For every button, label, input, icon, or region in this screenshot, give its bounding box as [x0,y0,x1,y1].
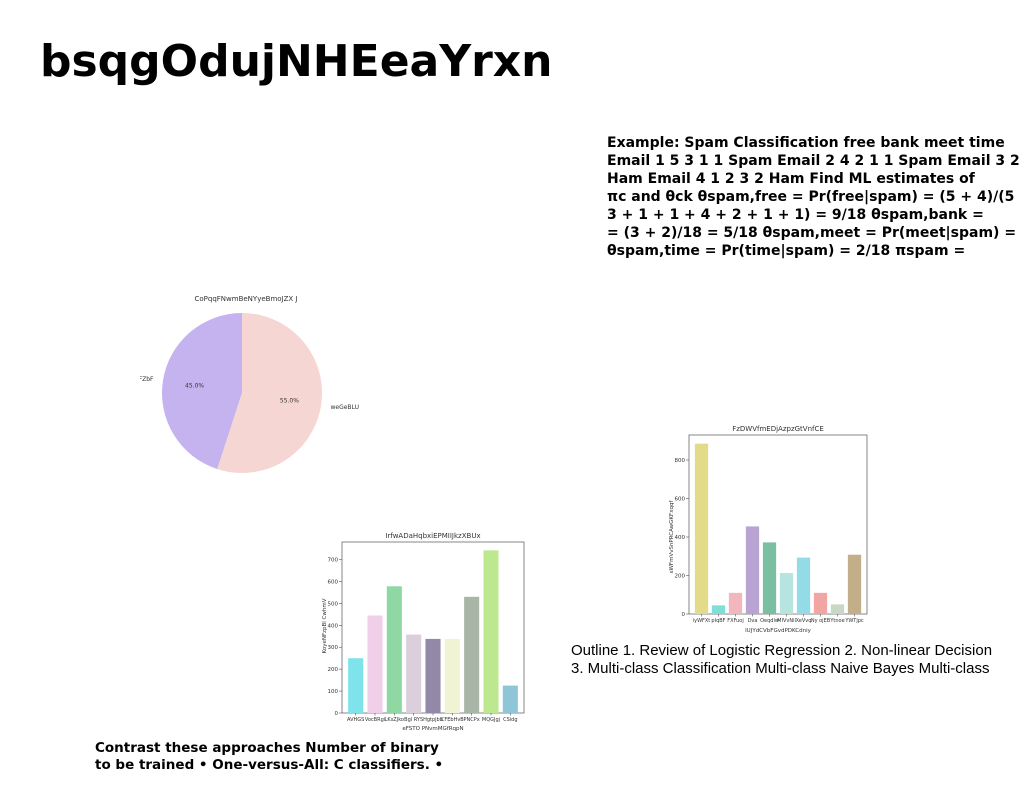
example-line: Example: Spam Classification free bank m… [607,135,1005,151]
bar-chart-2-bar-MIVvNil [779,573,794,614]
bar-chart-1-ytick-label: 100 [328,689,339,695]
bar-chart-1-bar-AVHGS [348,658,364,713]
bar-chart-1-xtick-label: Bgl RYS [404,717,423,723]
bar-chart-1-ytick-label: 0 [335,711,339,717]
bar-chart-2-xtick-label: pIqBF [711,618,725,624]
bar-chart-2-xtick-label: FXFuoj [727,618,744,624]
bar-chart-1-bar-VocBRgi [367,615,383,713]
bar-chart-1-xtick-label: Hgtpjbb [423,717,443,723]
bar-chart-1-bar-MQGJgj [483,550,499,713]
example-line: πc and θck θspam,free = Pr(free|spam) = … [607,189,1015,205]
bar-chart-2-xtick-label: Ytnoe [829,618,844,624]
bar-chart-2-xtick-label: iyWFXt [693,618,711,624]
bar-chart-1-xlabel: eFSTO PNvmMGfRqpN [402,726,463,732]
page-title: bsqgOdujNHEeaYrxn [40,36,553,87]
pie-legend-label: OFZbF [140,376,154,383]
bar-chart-1-xtick-label: PNCPx [464,717,480,723]
example-line: 3 + 1 + 1 + 4 + 2 + 1 + 1) = 9/18 θspam,… [607,207,984,223]
bar-chart-2-xtick-label: MIVvNil [777,618,796,624]
bar-chart-2-xtick-label: Ny ojEB [811,618,831,624]
outline-line: Outline 1. Review of Logistic Regression… [571,642,993,659]
contrast-line: to be trained • One-versus-All: C classi… [95,757,444,773]
bar-chart-1-ytick-label: 500 [328,601,339,607]
bar-chart-2-bar-YWTjpc [847,554,862,614]
bar-chart-1-xtick-label: VocBRgi [365,717,385,723]
pie-value-label: 45.0% [185,382,204,389]
bar-chart-1-xtick-label: CSidg [503,717,517,723]
example-line: = (3 + 2)/18 = 5/18 θspam,meet = Pr(meet… [607,225,1017,241]
pie-legend-label: weGeBLU [330,404,359,411]
bar-chart-2-bar-iyWFXt [694,443,709,614]
bar-chart-1-ytick-label: 400 [328,623,339,629]
bar-chart-1-ytick-label: 700 [328,558,339,564]
bar-chart-2-ytick-label: 800 [675,458,686,464]
bar-chart-2-ytick-label: 600 [675,497,686,503]
contrast-text-block: Contrast these approaches Number of bina… [95,740,443,774]
bar-chart-1-bar-CSidg [502,685,518,713]
example-text-block: Example: Spam Classification free bank m… [607,134,1024,260]
bar-chart-2-bar-Dva [745,526,760,614]
example-line: Ham Email 4 1 2 3 2 Ham Find ML estimate… [607,171,975,187]
example-line: θspam,time = Pr(time|spam) = 2/18 πspam … [607,243,966,259]
pie-slice-weGeBLU [217,313,323,473]
bar-chart-1-bar-LKsZJko [386,586,402,713]
bar-chart-2-xtick-label: Dva [748,618,758,624]
example-line: Email 1 5 3 1 1 Spam Email 2 4 2 1 1 Spa… [607,153,1024,169]
bar-chart-2-bar-Oeqdlw [762,542,777,614]
bar-chart-2-bar-Ny ojEB [813,592,828,614]
bar-chart-1-xtick-label: CFEbHvB [441,717,464,723]
pie-chart: CoPqqFNwmBeNYyeBmoJZX J 45.0% OFZbF 55.0% w… [140,295,359,473]
contrast-line: Contrast these approaches Number of bina… [95,740,439,756]
outline-line: 3. Multi-class Classification Multi-clas… [571,660,990,677]
bar-chart-2-xtick-label: Oeqdlw [760,618,779,624]
bar-chart-2-bar-FXFuoj [728,592,743,614]
bar-chart-2: FzDWVfmEDjAzpzGtVnfCE sWFmVvSnPRCAwGKFxq… [669,425,868,634]
bar-chart-1-bar-CFEbHvB [444,638,460,713]
bar-chart-1-xtick-label: MQGJgj [482,717,500,723]
bar-chart-2-ytick-label: 0 [682,612,686,618]
bar-chart-1-ytick-label: 600 [328,579,339,585]
bar-chart-2-frame [688,434,868,615]
pie-chart-title: CoPqqFNwmBeNYyeBmoJZX J [194,295,297,303]
bar-chart-1-title: IrfwADaHqbxiEPMIIJkzXBUx [385,532,480,540]
bar-chart-2-xtick-label: YWTjpc [844,618,864,624]
bar-chart-2-ytick-label: 400 [675,535,686,541]
bar-chart-1-bar-Bgl RYS [406,634,422,713]
bar-chart-1-bar-Hgtpjbb [425,638,441,713]
pie-slice-OFZbF [162,313,242,470]
bar-chart-2-xlabel: IUJYdCVbFGvdPDKCdniy [745,628,812,634]
bar-chart-1-ytick-label: 200 [328,667,339,673]
bar-chart-2-ylabel: sWFmVvSnPRCAwGKFxqqf [669,500,675,574]
pie-value-label: 55.0% [280,398,299,405]
bar-chart-2-title: FzDWVfmEDjAzpzGtVnfCE [732,425,824,433]
bar-chart-1-xtick-label: AVHGS [347,717,364,723]
bar-chart-2-bar-Ytnoe [830,604,845,614]
bar-chart-2-bar-pIqBF [711,605,726,614]
bar-chart-1-ylabel: KoyeNFzpBl CwhmV [322,598,328,653]
bar-chart-2-ytick-label: 200 [675,574,686,580]
bar-chart-2-bar-XeVvq [796,557,811,614]
bar-chart-1-bar-PNCPx [464,596,480,713]
bar-chart-1-xtick-label: LKsZJko [385,717,404,723]
bar-chart-2-xtick-label: XeVvq [796,618,812,624]
outline-text-block: Outline 1. Review of Logistic Regression… [571,642,1024,678]
bar-chart-1: IrfwADaHqbxiEPMIIJkzXBUx KoyeNFzpBl Cwhm… [322,532,525,732]
bar-chart-1-ytick-label: 300 [328,645,339,651]
